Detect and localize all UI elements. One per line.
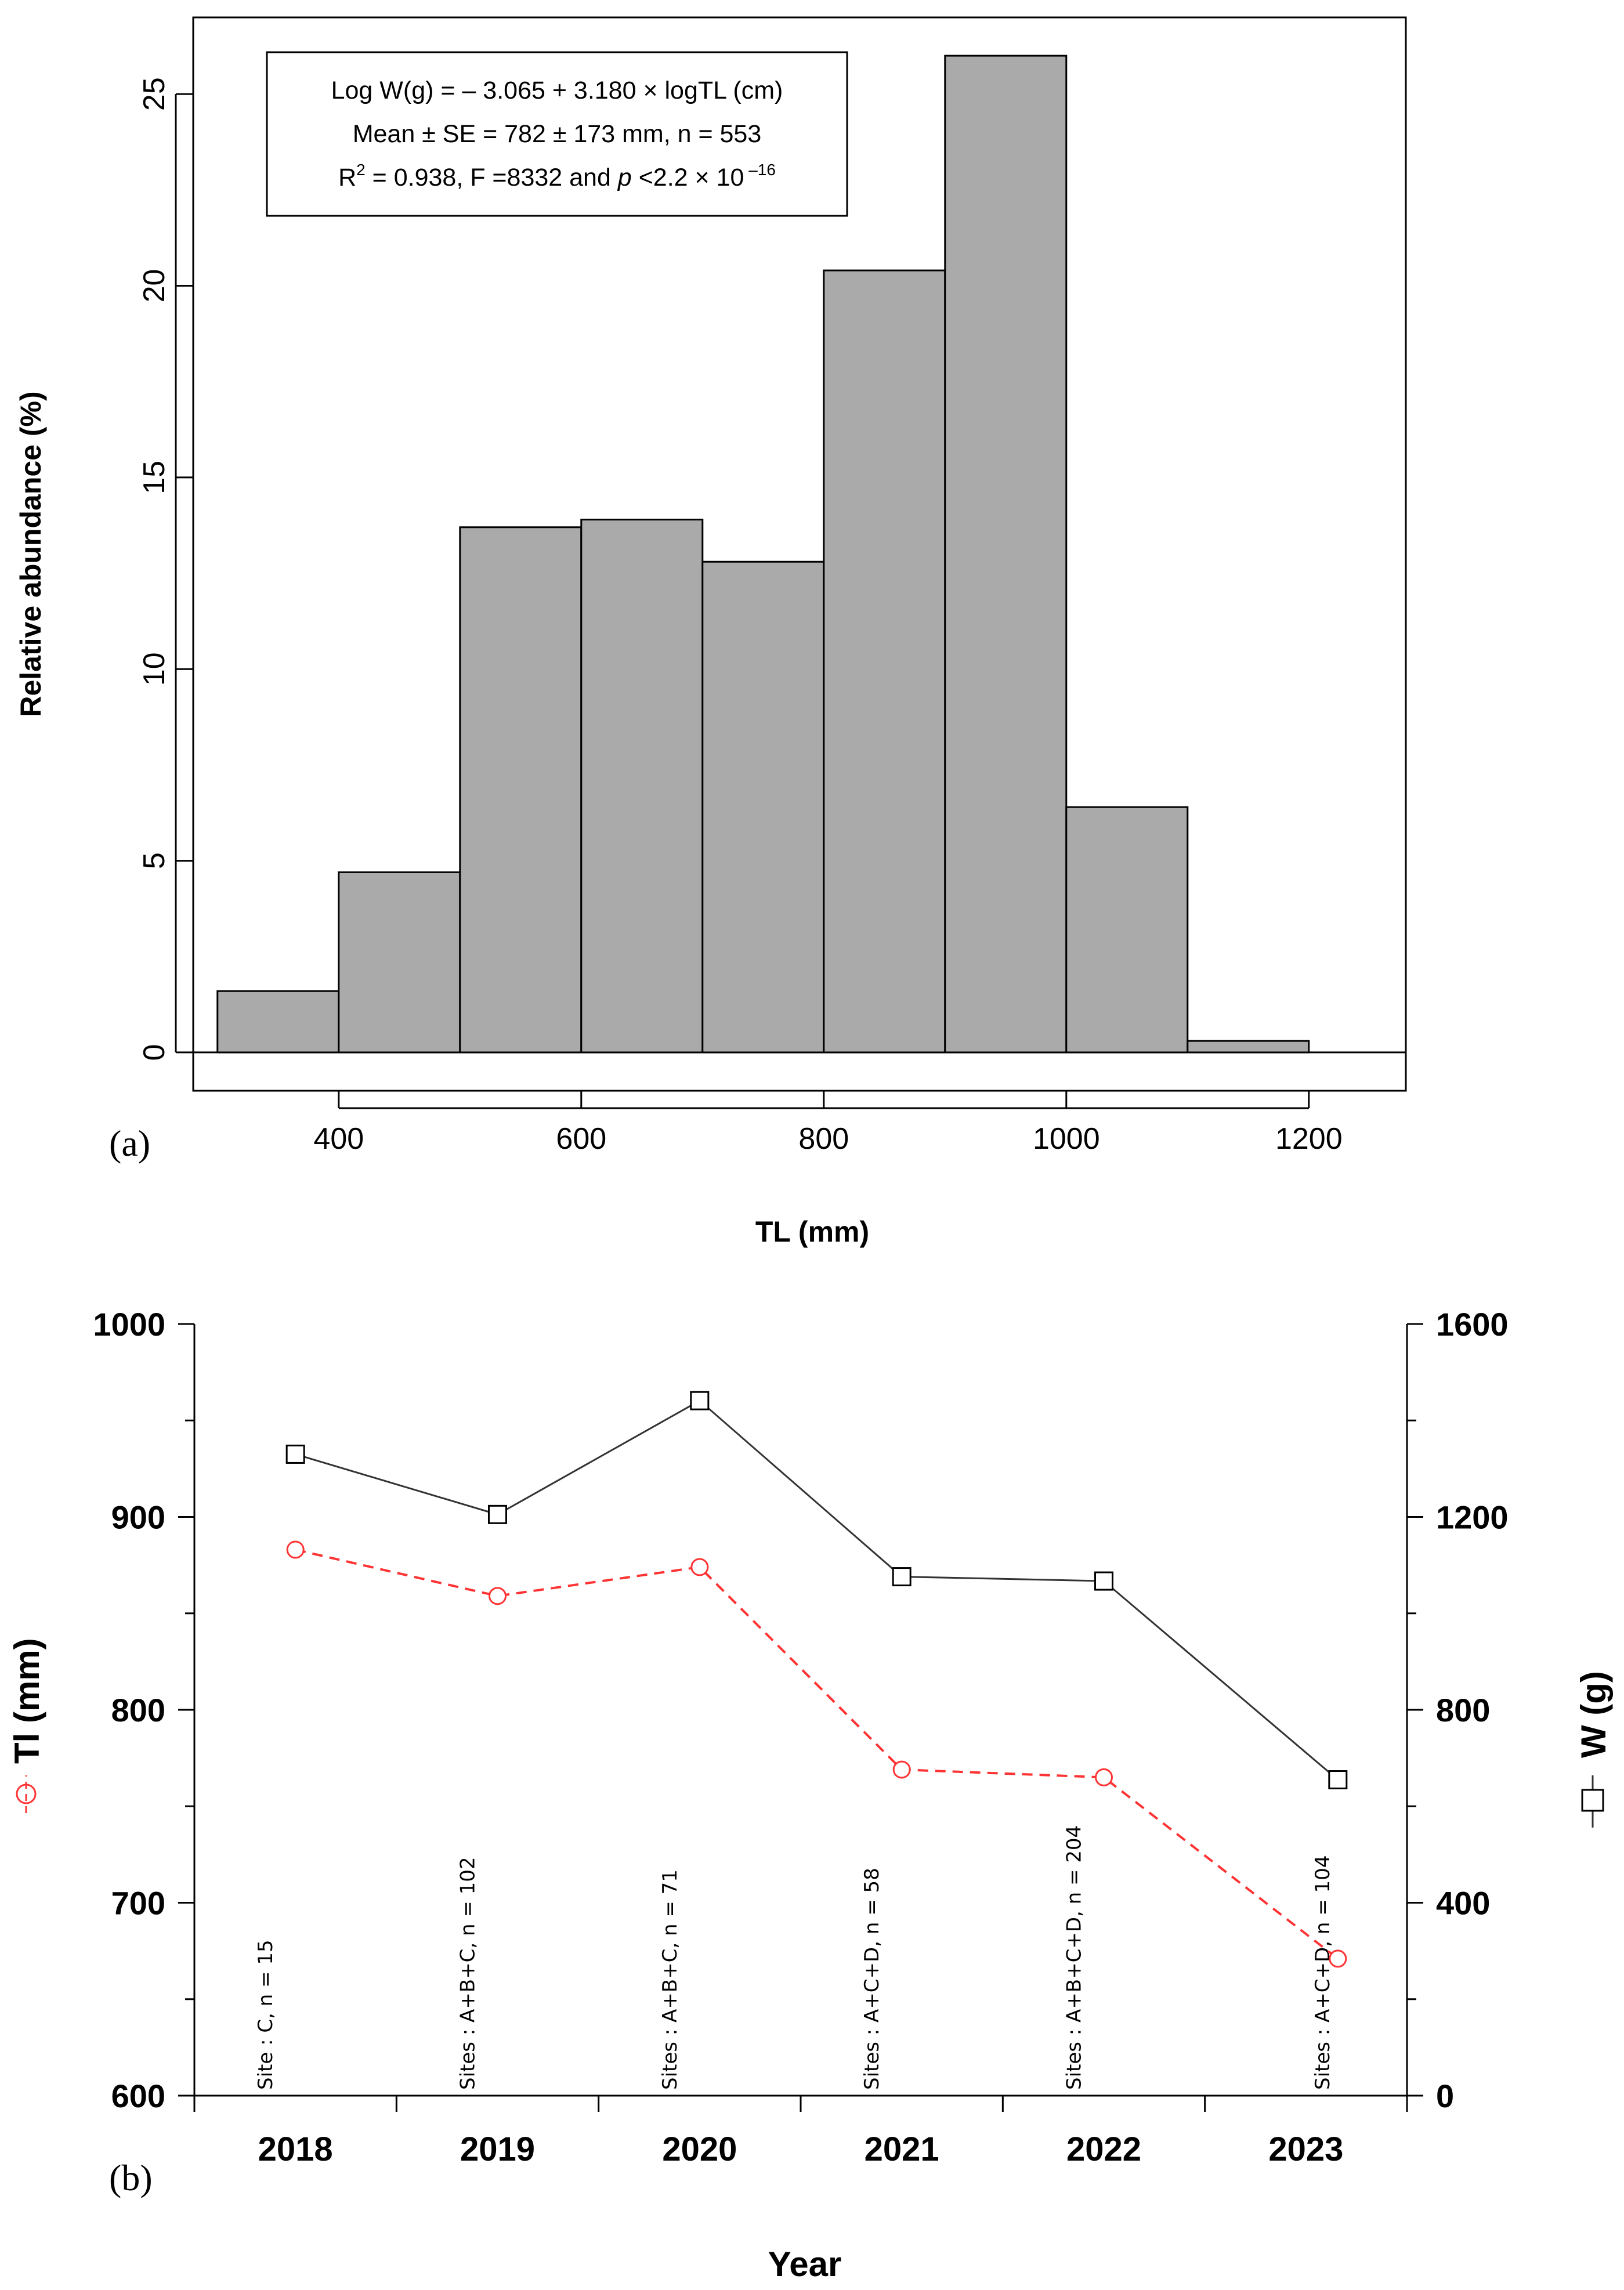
w-axis-legend: W (g) [1574, 1671, 1613, 1828]
histogram-bar-500-600 [459, 526, 583, 1054]
tl-point-2018 [286, 1540, 305, 1559]
site-label-2022: Sites : A+B+C+D, n = 204 [1063, 1825, 1086, 2090]
tl-tick-label-600: 600 [111, 2078, 165, 2114]
w-point-2018 [285, 1444, 305, 1464]
w-point-2022 [1094, 1571, 1113, 1591]
tl-point-2023 [1329, 1949, 1347, 1968]
tl-point-2021 [892, 1760, 911, 1779]
w-axis-title: W (g) [1574, 1671, 1613, 1758]
panel-label-a: (a) [109, 1123, 150, 1164]
x-tick-label-1000: 1000 [1033, 1122, 1100, 1156]
tl-tick-label-700: 700 [111, 1885, 165, 1922]
histogram-bar-1000-1100 [1065, 806, 1189, 1054]
tl-point-2019 [489, 1587, 507, 1605]
x-tick-label-400: 400 [313, 1122, 364, 1156]
y-tick-label-15: 15 [138, 461, 171, 494]
tl-axis: 600 700 800 900 1000 [93, 1306, 194, 2114]
p-exponent: –16 [744, 161, 776, 179]
regression-equation: Log W(g) = – 3.065 + 3.180 × logTL (cm) [331, 77, 783, 104]
x-tick-label-600: 600 [556, 1122, 606, 1156]
y-axis: 0 5 10 15 20 25 [138, 77, 193, 1061]
circle-marker-icon [16, 1783, 37, 1804]
histogram-bar-800-900 [823, 269, 946, 1054]
mean-se-text: Mean ± SE = 782 ± 173 mm, n = 553 [353, 120, 762, 148]
timeseries-panel: 2018 2019 2020 2021 2022 2023 600 700 800 900 100… [8, 1306, 1613, 2284]
y-tick-label-5: 5 [138, 852, 171, 869]
site-label-2019: Sites : A+B+C, n = 102 [457, 1857, 480, 2090]
r-squared-sup: 2 [356, 161, 366, 179]
y-tick-label-10: 10 [138, 652, 171, 686]
tl-point-2020 [690, 1558, 709, 1576]
x-axis: 400 600 800 1000 1200 [313, 1091, 1343, 1156]
w-point-2021 [892, 1567, 912, 1587]
histogram-bar-900-1000 [944, 55, 1068, 1054]
y-tick-label-25: 25 [138, 77, 171, 111]
site-label-2020: Sites : A+B+C, n = 71 [659, 1869, 682, 2090]
square-marker-icon [1581, 1789, 1604, 1812]
plot-frame [192, 16, 1407, 1092]
site-label-2021: Sites : A+C+D, n = 58 [860, 1868, 884, 2090]
w-tick-label-1600: 1600 [1436, 1306, 1509, 1343]
x-tick-label-800: 800 [798, 1122, 849, 1156]
site-label-2018: Site : C, n = 15 [254, 1940, 277, 2090]
histogram-bar-700-800 [701, 560, 825, 1054]
tl-series-line [295, 1549, 1339, 1960]
w-series-line [295, 1399, 1339, 1781]
r-symbol: R [338, 164, 356, 191]
y-axis-title: Relative abundance (%) [15, 391, 47, 717]
site-labels: Site : C, n = 15 Sites : A+B+C, n = 102 Si… [254, 1825, 1334, 2090]
site-label-2023: Sites : A+C+D, n = 104 [1311, 1855, 1334, 2090]
w-tick-label-1200: 1200 [1436, 1499, 1509, 1536]
tl-series [286, 1540, 1347, 1968]
year-label-2021: 2021 [865, 2130, 939, 2168]
year-axis: 2018 2019 2020 2021 2022 2023 [193, 2096, 1408, 2168]
year-label-2018: 2018 [258, 2130, 333, 2168]
fit-stats-mid: = 0.938, F =8332 and [366, 164, 618, 191]
w-tick-label-800: 800 [1436, 1692, 1490, 1728]
histogram-bar-1100-1200 [1187, 1040, 1310, 1054]
w-point-2019 [488, 1504, 507, 1524]
stats-box [266, 51, 848, 217]
w-point-2020 [690, 1391, 710, 1410]
histogram-bar-300-400 [216, 990, 340, 1054]
x-axis-title: Year [768, 2245, 842, 2284]
tl-tick-label-1000: 1000 [93, 1306, 165, 1343]
year-label-2023: 2023 [1268, 2130, 1343, 2168]
histogram-bar-600-700 [580, 519, 704, 1054]
y-tick-label-20: 20 [138, 269, 171, 303]
w-axis: 0 400 800 1200 1600 [1407, 1306, 1509, 2114]
y-tick-label-0: 0 [138, 1044, 171, 1061]
tl-axis-legend: Tl (mm) [8, 1638, 46, 1813]
tl-tick-label-800: 800 [111, 1692, 165, 1728]
panel-label-b: (b) [109, 2157, 153, 2198]
tl-axis-title: Tl (mm) [8, 1638, 46, 1764]
year-label-2022: 2022 [1066, 2130, 1141, 2168]
year-label-2020: 2020 [662, 2130, 737, 2168]
histogram-panel: 400 600 800 1000 1200 0 5 10 15 20 25 TL (mm) Rel… [15, 16, 1407, 1248]
fit-stats-text: R2 = 0.938, F =8332 and p <2.2 × 10 –16 [338, 161, 776, 191]
tl-point-2022 [1095, 1768, 1113, 1786]
tl-tick-label-900: 900 [111, 1499, 165, 1536]
w-series [285, 1391, 1348, 1790]
year-label-2019: 2019 [460, 2130, 535, 2168]
w-tick-label-0: 0 [1436, 2078, 1454, 2114]
x-axis-title: TL (mm) [755, 1215, 869, 1248]
p-value-text: <2.2 × 10 [632, 164, 744, 191]
w-point-2023 [1328, 1770, 1348, 1790]
histogram-bar-400-500 [338, 871, 461, 1054]
x-tick-label-1200: 1200 [1275, 1122, 1343, 1156]
histogram-bars [216, 55, 1310, 1054]
w-tick-label-400: 400 [1436, 1885, 1490, 1922]
p-symbol: p [617, 164, 632, 191]
